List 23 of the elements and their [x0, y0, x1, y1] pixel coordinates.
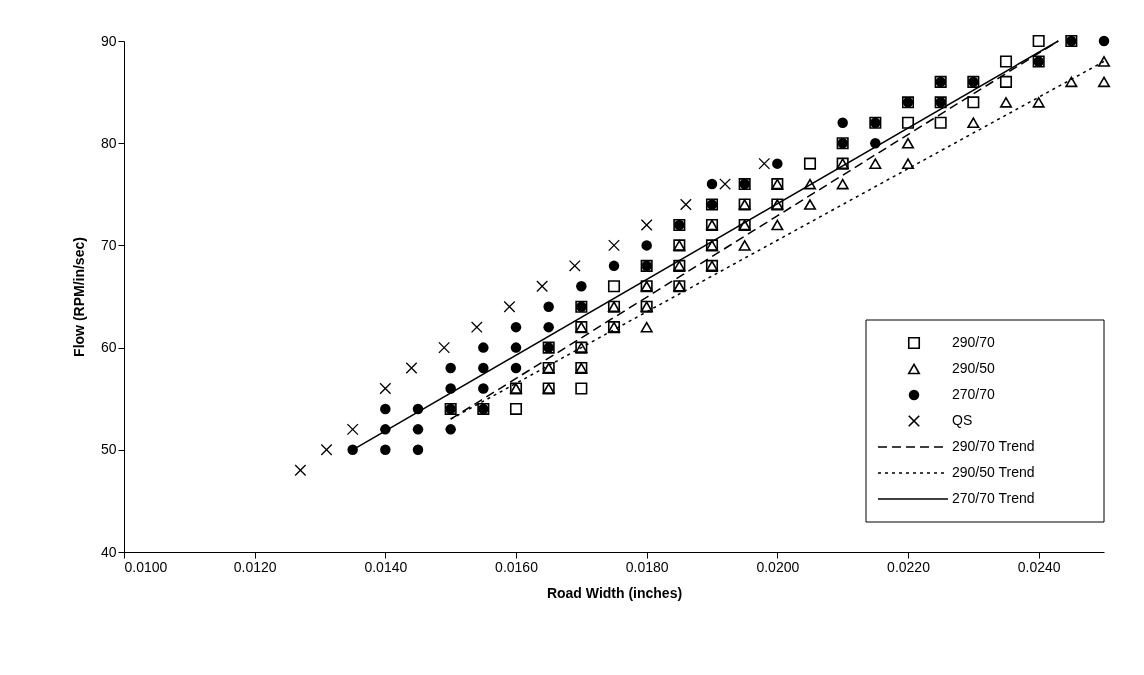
- x-tick-label: 0.0100: [124, 558, 168, 575]
- legend-label: 290/70 Trend: [952, 438, 1035, 454]
- x-tick-label: 0.0180: [625, 558, 669, 575]
- y-tick-label: 60: [100, 339, 117, 356]
- y-tick-label: 80: [100, 134, 117, 151]
- x-axis-title: Road Width (inches): [546, 584, 683, 601]
- y-tick-label: 90: [100, 32, 117, 49]
- y-tick-label: 70: [100, 236, 117, 253]
- legend-label: 270/70: [952, 386, 996, 402]
- legend-label: 270/70 Trend: [952, 490, 1035, 506]
- x-tick-label: 0.0200: [756, 558, 800, 575]
- legend-label: 290/50 Trend: [952, 464, 1035, 480]
- x-tick-label: 0.0140: [364, 558, 408, 575]
- x-tick-label: 0.0120: [233, 558, 277, 575]
- y-axis-title: Flow (RPM/in/sec): [70, 237, 87, 357]
- x-tick-label: 0.0240: [1017, 558, 1061, 575]
- x-tick-label: 0.0160: [495, 558, 539, 575]
- legend-label: 290/50: [952, 360, 996, 376]
- y-tick-label: 40: [100, 543, 117, 560]
- y-tick-label: 50: [100, 441, 117, 458]
- legend-label: QS: [952, 412, 973, 428]
- x-tick-label: 0.0220: [887, 558, 931, 575]
- legend-label: 290/70: [952, 334, 996, 350]
